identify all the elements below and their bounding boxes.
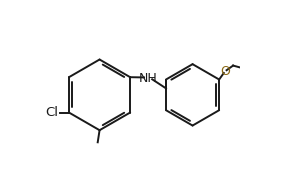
Text: Cl: Cl — [45, 106, 58, 119]
Text: NH: NH — [139, 72, 158, 85]
Text: O: O — [221, 65, 230, 78]
